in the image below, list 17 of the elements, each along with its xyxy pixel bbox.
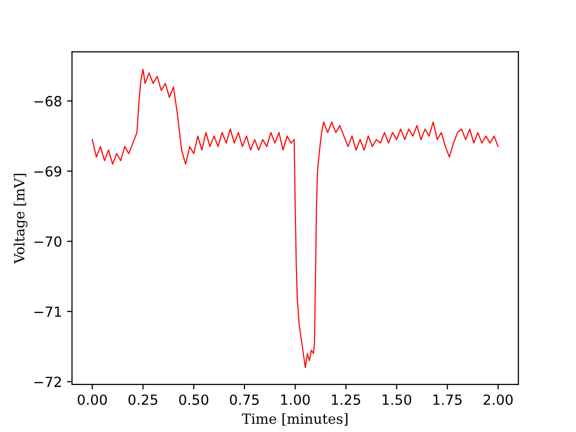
x-tick-label: 2.00 <box>484 394 513 405</box>
y-axis-title: Voltage [mV] <box>14 174 28 264</box>
x-tick-label: 1.00 <box>281 394 310 405</box>
y-tick-label: −71 <box>34 306 61 317</box>
y-tick-label: −70 <box>34 236 62 247</box>
y-tick-label: −69 <box>34 166 62 177</box>
x-tick-label: 1.25 <box>332 394 360 405</box>
y-tick-label: −68 <box>34 96 62 106</box>
x-tick-label: 0.00 <box>78 394 107 405</box>
x-tick-label: 0.25 <box>128 394 158 405</box>
x-tick-label: 0.75 <box>230 394 259 405</box>
x-tick-label: 1.75 <box>433 394 462 405</box>
y-tick-label: −72 <box>34 376 61 387</box>
x-tick-label: 1.50 <box>382 394 412 405</box>
line-series <box>92 68 499 368</box>
x-axis-title: Time [minutes] <box>242 413 348 426</box>
x-tick-label: 0.50 <box>179 394 208 405</box>
